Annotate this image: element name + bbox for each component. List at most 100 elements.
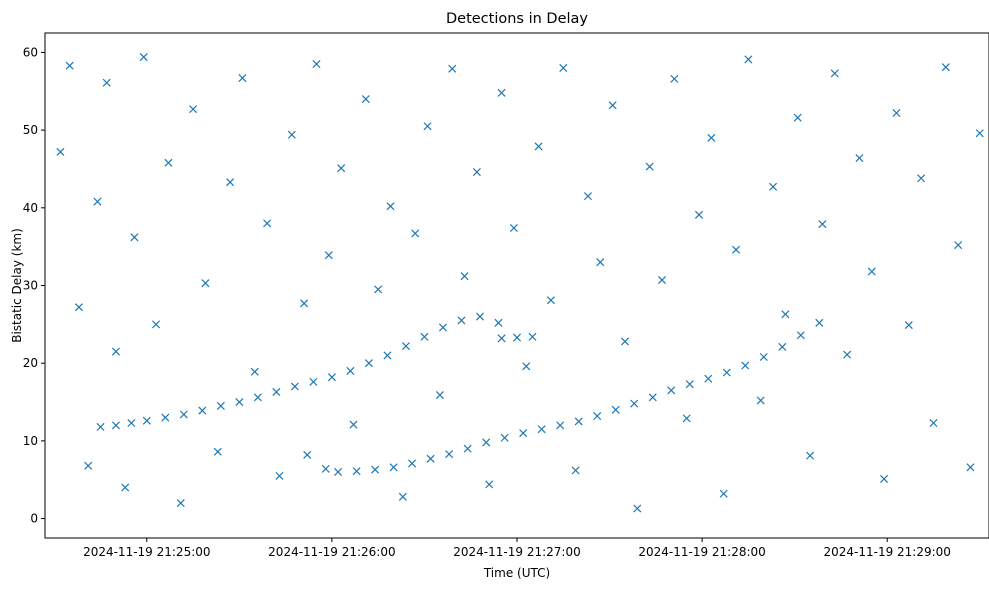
plot-frame xyxy=(44,32,989,539)
data-point xyxy=(512,333,522,342)
data-point xyxy=(975,129,984,138)
data-point xyxy=(497,88,506,97)
y-axis-label: Bistatic Delay (km) xyxy=(10,228,24,343)
data-point xyxy=(74,303,83,312)
data-point xyxy=(534,142,543,151)
data-point xyxy=(460,272,469,281)
data-point xyxy=(389,463,398,472)
x-tick-label: 2024-11-19 21:29:00 xyxy=(823,545,950,559)
data-point xyxy=(830,69,839,78)
data-point xyxy=(667,386,676,395)
data-point xyxy=(704,374,713,383)
data-point xyxy=(371,465,380,474)
data-point xyxy=(682,414,691,423)
data-point xyxy=(303,450,312,459)
data-point xyxy=(445,450,454,459)
data-point xyxy=(111,421,120,430)
data-point xyxy=(583,192,592,201)
data-point xyxy=(929,418,938,428)
data-point xyxy=(485,480,494,489)
data-point xyxy=(189,105,198,114)
data-point xyxy=(867,267,876,276)
data-point xyxy=(324,251,333,260)
y-tick-label: 40 xyxy=(23,201,38,215)
data-point xyxy=(778,342,787,351)
x-axis-label: Time (UTC) xyxy=(483,566,550,580)
data-point xyxy=(139,53,148,62)
data-point xyxy=(56,147,65,156)
data-point xyxy=(142,416,151,425)
data-point xyxy=(337,164,346,173)
data-point xyxy=(759,352,768,362)
data-point xyxy=(374,285,383,294)
data-point xyxy=(571,466,580,475)
data-point xyxy=(633,504,642,513)
data-point xyxy=(346,366,355,375)
data-point xyxy=(426,454,435,463)
data-point xyxy=(179,410,188,419)
data-point xyxy=(537,425,546,434)
data-point xyxy=(781,310,790,319)
data-point xyxy=(457,316,466,325)
data-point xyxy=(420,332,429,341)
data-point xyxy=(226,178,235,187)
data-point xyxy=(127,418,136,428)
data-point xyxy=(176,499,185,508)
data-point xyxy=(96,422,105,431)
data-point xyxy=(892,108,901,118)
data-point xyxy=(843,350,852,359)
data-markers xyxy=(56,53,984,513)
data-point xyxy=(93,197,102,206)
data-point xyxy=(941,63,950,72)
data-point xyxy=(386,202,395,211)
data-point xyxy=(411,229,420,238)
data-point xyxy=(334,467,343,476)
x-axis-ticks: 2024-11-19 21:25:00 2024-11-19 21:26:00 20… xyxy=(83,538,951,559)
data-point xyxy=(423,122,432,131)
data-point xyxy=(806,451,815,460)
data-point xyxy=(475,312,485,321)
data-point xyxy=(796,331,805,340)
data-point xyxy=(275,471,284,480)
data-point xyxy=(216,401,225,410)
data-point xyxy=(722,368,731,377)
data-point xyxy=(213,447,222,456)
data-point xyxy=(966,463,975,472)
data-point xyxy=(84,461,93,470)
data-point xyxy=(121,483,130,492)
data-point xyxy=(111,347,120,356)
y-tick-label: 50 xyxy=(23,123,38,137)
data-point xyxy=(556,421,565,430)
data-point xyxy=(408,459,417,468)
data-point xyxy=(519,429,528,438)
data-point xyxy=(904,321,913,330)
data-point xyxy=(917,174,926,183)
data-point xyxy=(657,276,667,285)
data-point xyxy=(290,382,299,391)
data-point xyxy=(161,413,170,422)
data-point xyxy=(361,95,370,104)
data-point xyxy=(463,444,472,453)
data-point xyxy=(401,342,410,351)
chart-title: Detections in Delay xyxy=(446,11,588,27)
data-point xyxy=(596,258,605,267)
data-point xyxy=(694,210,704,219)
data-point xyxy=(435,391,444,400)
y-tick-label: 60 xyxy=(23,45,38,59)
data-point xyxy=(732,245,741,254)
data-point xyxy=(352,467,361,476)
data-point xyxy=(954,241,963,250)
data-point xyxy=(741,361,750,370)
data-point xyxy=(263,219,272,228)
data-point xyxy=(509,223,518,233)
data-point xyxy=(201,279,210,288)
data-point xyxy=(497,334,506,343)
data-point xyxy=(744,55,753,64)
data-point xyxy=(756,396,765,405)
data-point xyxy=(546,296,555,305)
x-tick-label: 2024-11-19 21:26:00 xyxy=(268,545,395,559)
y-axis-ticks: 0 10 20 30 40 50 60 xyxy=(23,45,45,526)
y-tick-label: 10 xyxy=(23,434,38,448)
data-point xyxy=(482,438,491,447)
data-point xyxy=(815,318,824,327)
